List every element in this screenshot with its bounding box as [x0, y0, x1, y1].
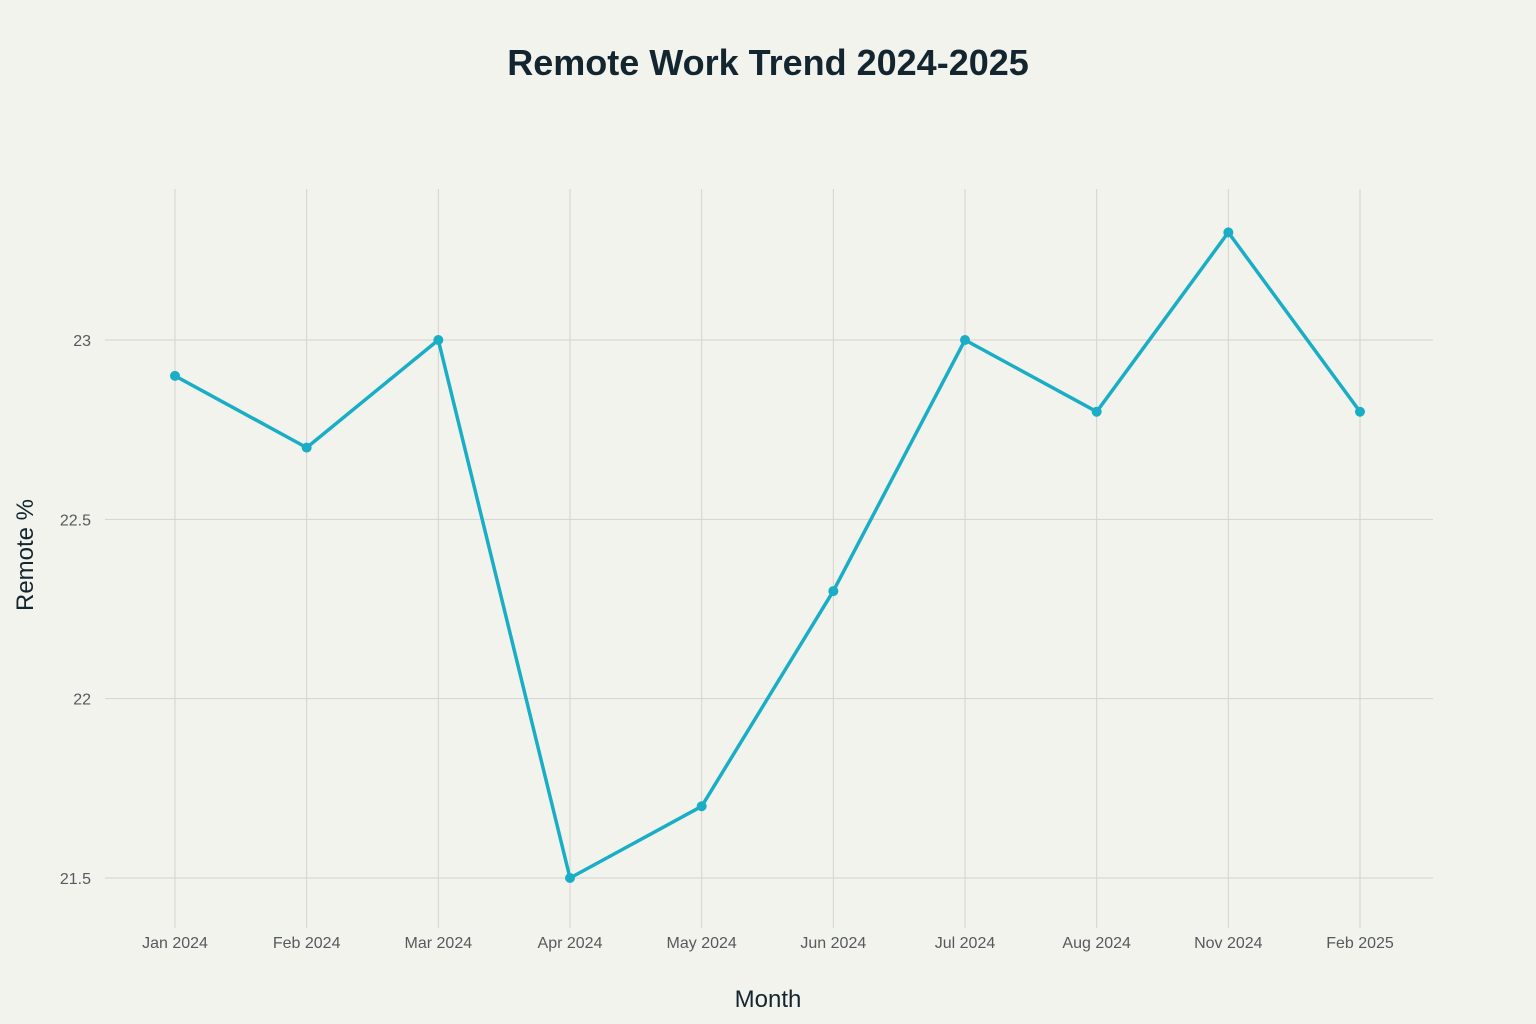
x-axis-ticks: Jan 2024 Feb 2024 Mar 2024 Apr 2024 May 2024…: [142, 935, 1394, 952]
x-tick-label: Jan 2024: [142, 935, 208, 952]
x-tick-label: Aug 2024: [1062, 935, 1131, 952]
y-tick-label: 21.5: [60, 871, 91, 888]
x-tick-label: Apr 2024: [538, 935, 603, 952]
grid-lines: [105, 189, 1433, 928]
chart-title: Remote Work Trend 2024-2025: [507, 42, 1029, 83]
x-tick-label: May 2024: [667, 935, 737, 952]
data-point[interactable]: [960, 335, 970, 345]
x-tick-label: Feb 2024: [273, 935, 341, 952]
series-line: [173, 230, 1362, 880]
y-axis-ticks: 21.5 22 22.5 23: [60, 333, 91, 888]
data-point[interactable]: [433, 335, 444, 345]
x-tick-label: Jun 2024: [800, 935, 866, 952]
x-tick-label: Nov 2024: [1194, 935, 1263, 952]
data-point[interactable]: [1355, 406, 1365, 417]
data-point[interactable]: [828, 586, 839, 597]
x-axis-title: Month: [735, 986, 802, 1013]
x-tick-label: Jul 2024: [935, 935, 996, 952]
data-point[interactable]: [1223, 227, 1234, 238]
y-axis-title: Remote %: [12, 499, 39, 611]
y-tick-label: 22: [73, 692, 91, 709]
data-point[interactable]: [696, 801, 707, 812]
y-tick-label: 23: [73, 333, 91, 350]
series-layer: [170, 227, 1365, 883]
x-tick-label: Mar 2024: [405, 935, 473, 952]
data-point[interactable]: [170, 370, 180, 381]
data-point[interactable]: [1091, 406, 1102, 417]
data-point[interactable]: [565, 873, 575, 883]
data-point[interactable]: [301, 442, 312, 453]
y-tick-label: 22.5: [60, 512, 91, 529]
x-tick-label: Feb 2025: [1326, 935, 1394, 952]
